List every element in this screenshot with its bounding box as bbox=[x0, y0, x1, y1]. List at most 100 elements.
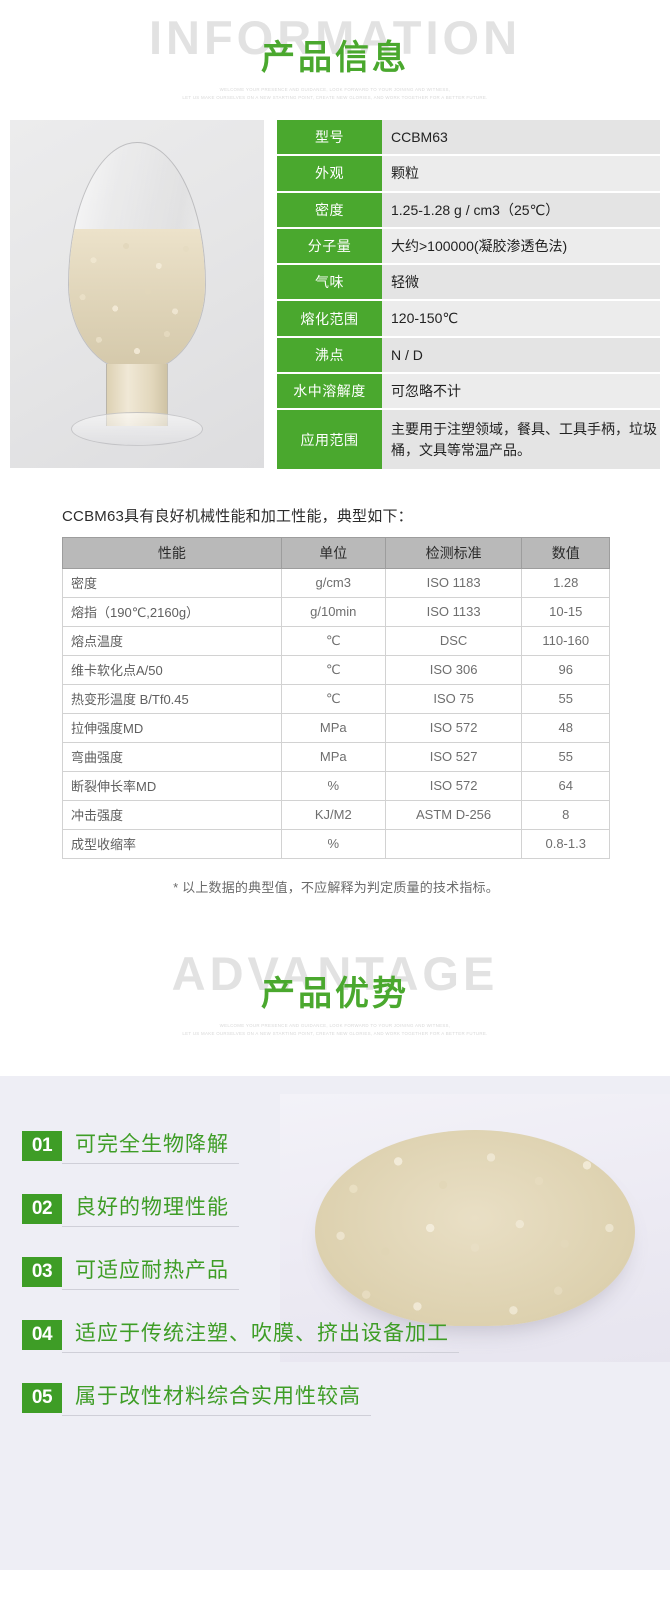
spec-value: 主要用于注塑领域，餐具、工具手柄，垃圾桶，文具等常温产品。 bbox=[382, 409, 660, 471]
column-header-unit: 单位 bbox=[280, 536, 386, 569]
spec-value: 轻微 bbox=[382, 264, 660, 302]
property-standard: ISO 572 bbox=[384, 770, 523, 801]
header-subtitle-advantage-line2: LET US MAKE OURSELVES ON A NEW STARTING … bbox=[182, 1031, 488, 1037]
properties-table-head: 性能 单位 检测标准 数值 bbox=[62, 536, 610, 569]
table-row: 断裂伸长率MD % ISO 572 64 bbox=[62, 770, 610, 801]
page-title-advantage: 产品优势 bbox=[261, 974, 409, 1013]
property-name: 弯曲强度 bbox=[62, 741, 282, 772]
advantage-label: 可完全生物降解 bbox=[62, 1128, 239, 1164]
property-unit: MPa bbox=[280, 712, 386, 743]
property-unit: KJ/M2 bbox=[280, 799, 386, 830]
advantage-label: 可适应耐热产品 bbox=[62, 1254, 239, 1290]
list-item: 01 可完全生物降解 bbox=[22, 1128, 670, 1164]
property-name: 拉伸强度MD bbox=[62, 712, 282, 743]
flask-body-shape bbox=[68, 142, 206, 372]
flask-base-shape bbox=[71, 412, 203, 446]
property-name: 密度 bbox=[62, 567, 282, 598]
spec-key: 型号 bbox=[277, 120, 382, 157]
spec-value: 1.25-1.28 g / cm3（25℃） bbox=[382, 191, 660, 229]
property-standard: ISO 572 bbox=[384, 712, 523, 743]
property-standard: ISO 75 bbox=[384, 683, 523, 714]
property-unit: MPa bbox=[280, 741, 386, 772]
page-title-product-info: 产品信息 bbox=[261, 39, 409, 77]
spec-key: 分子量 bbox=[277, 227, 382, 266]
property-value: 1.28 bbox=[521, 567, 610, 598]
header-subtitle-advantage-line1: WELCOME YOUR PRESENCE AND GUIDANCE, LOOK… bbox=[219, 1022, 451, 1028]
header-subtitle-info-line2: LET US MAKE OURSELVES ON A NEW STARTING … bbox=[182, 95, 488, 101]
property-standard: ISO 1183 bbox=[384, 567, 523, 598]
table-row: 熔化范围 120-150℃ bbox=[277, 300, 660, 338]
pellet-pile-shape bbox=[315, 1129, 635, 1326]
table-row: 成型收缩率 % 0.8-1.3 bbox=[62, 828, 610, 859]
table-row: 冲击强度 KJ/M2 ASTM D-256 8 bbox=[62, 799, 610, 830]
table-row: 密度 g/cm3 ISO 1183 1.28 bbox=[62, 567, 610, 598]
spec-value: N / D bbox=[382, 336, 660, 375]
header-subtitle-advantage: WELCOME YOUR PRESENCE AND GUIDANCE, LOOK… bbox=[0, 1022, 670, 1038]
spec-value: 120-150℃ bbox=[382, 300, 660, 338]
advantage-list: 01 可完全生物降解 02 良好的物理性能 03 可适应耐热产品 04 适应于传… bbox=[0, 1128, 670, 1443]
property-name: 熔指（190℃,2160g） bbox=[62, 596, 282, 627]
spec-value: 可忽略不计 bbox=[382, 373, 660, 411]
list-item: 02 良好的物理性能 bbox=[22, 1191, 670, 1227]
product-info-block: 型号 CCBM63 外观 颗粒 密度 1.25-1.28 g / cm3（25℃… bbox=[0, 120, 670, 471]
property-standard: DSC bbox=[384, 625, 523, 656]
property-value: 55 bbox=[521, 683, 610, 714]
specification-table-body: 型号 CCBM63 外观 颗粒 密度 1.25-1.28 g / cm3（25℃… bbox=[277, 120, 660, 471]
table-row: 维卡软化点A/50 ℃ ISO 306 96 bbox=[62, 654, 610, 685]
spec-key: 熔化范围 bbox=[277, 300, 382, 338]
spec-value: 颗粒 bbox=[382, 155, 660, 193]
table-row: 型号 CCBM63 bbox=[277, 120, 660, 157]
advantage-number-badge: 03 bbox=[22, 1256, 62, 1287]
ghost-word-advantage: ADVANTAGE bbox=[171, 946, 499, 1000]
table-row: 拉伸强度MD MPa ISO 572 48 bbox=[62, 712, 610, 743]
spec-value: 大约>100000(凝胶渗透色法) bbox=[382, 227, 660, 266]
property-name: 成型收缩率 bbox=[62, 828, 282, 859]
property-unit: ℃ bbox=[280, 683, 386, 714]
table-row: 外观 颗粒 bbox=[277, 155, 660, 193]
spec-key: 沸点 bbox=[277, 336, 382, 375]
properties-table: 性能 单位 检测标准 数值 密度 g/cm3 ISO 1183 1.28 熔指（… bbox=[62, 536, 610, 859]
pellet-pile-image bbox=[280, 1093, 670, 1362]
column-header-property: 性能 bbox=[62, 536, 282, 569]
properties-intro-text: CCBM63具有良好机械性能和加工性能，典型如下： bbox=[62, 507, 413, 525]
header-subtitle-info-line1: WELCOME YOUR PRESENCE AND GUIDANCE, LOOK… bbox=[219, 87, 451, 92]
header-subtitle-info: WELCOME YOUR PRESENCE AND GUIDANCE, LOOK… bbox=[0, 86, 670, 102]
spec-key: 水中溶解度 bbox=[277, 373, 382, 411]
advantage-number-badge: 02 bbox=[22, 1193, 62, 1224]
table-row: 熔指（190℃,2160g） g/10min ISO 1133 10-15 bbox=[62, 596, 610, 627]
flask-pellet-fill bbox=[69, 229, 205, 371]
property-standard: ISO 527 bbox=[384, 741, 523, 772]
property-value: 48 bbox=[521, 712, 610, 743]
property-value: 96 bbox=[521, 654, 610, 685]
advantage-number-badge: 04 bbox=[22, 1319, 62, 1350]
table-row: 沸点 N / D bbox=[277, 336, 660, 375]
property-name: 断裂伸长率MD bbox=[62, 770, 282, 801]
property-value: 0.8-1.3 bbox=[521, 828, 610, 859]
list-item: 03 可适应耐热产品 bbox=[22, 1254, 670, 1290]
table-row: 水中溶解度 可忽略不计 bbox=[277, 373, 660, 411]
advantage-label: 适应于传统注塑、吹膜、挤出设备加工 bbox=[62, 1317, 459, 1353]
list-item: 04 适应于传统注塑、吹膜、挤出设备加工 bbox=[22, 1317, 670, 1353]
property-unit: % bbox=[280, 828, 386, 859]
advantage-label: 良好的物理性能 bbox=[62, 1191, 239, 1227]
spec-key: 外观 bbox=[277, 155, 382, 193]
property-name: 热变形温度 B/Tf0.45 bbox=[62, 683, 282, 714]
advantage-section: 01 可完全生物降解 02 良好的物理性能 03 可适应耐热产品 04 适应于传… bbox=[0, 1075, 670, 1570]
property-value: 8 bbox=[521, 799, 610, 830]
product-info-section-header: INFORMATION 产品信息 WELCOME YOUR PRESENCE A… bbox=[0, 0, 670, 120]
properties-block: CCBM63具有良好机械性能和加工性能，典型如下： 性能 单位 检测标准 数值 … bbox=[0, 471, 670, 896]
product-flask-image bbox=[10, 120, 264, 468]
spec-key: 密度 bbox=[277, 191, 382, 229]
property-value: 110-160 bbox=[521, 625, 610, 656]
advantage-number-badge: 01 bbox=[22, 1130, 62, 1161]
spec-value: CCBM63 bbox=[382, 120, 660, 157]
properties-footnote: * 以上数据的典型值，不应解释为判定质量的技术指标。 bbox=[173, 879, 499, 895]
properties-table-body: 密度 g/cm3 ISO 1183 1.28 熔指（190℃,2160g） g/… bbox=[62, 567, 610, 859]
table-row: 密度 1.25-1.28 g / cm3（25℃） bbox=[277, 191, 660, 229]
property-standard: ISO 306 bbox=[384, 654, 523, 685]
specification-table: 型号 CCBM63 外观 颗粒 密度 1.25-1.28 g / cm3（25℃… bbox=[277, 120, 660, 471]
property-name: 熔点温度 bbox=[62, 625, 282, 656]
property-unit: g/10min bbox=[280, 596, 386, 627]
property-value: 10-15 bbox=[521, 596, 610, 627]
table-row: 应用范围 主要用于注塑领域，餐具、工具手柄，垃圾桶，文具等常温产品。 bbox=[277, 409, 660, 471]
